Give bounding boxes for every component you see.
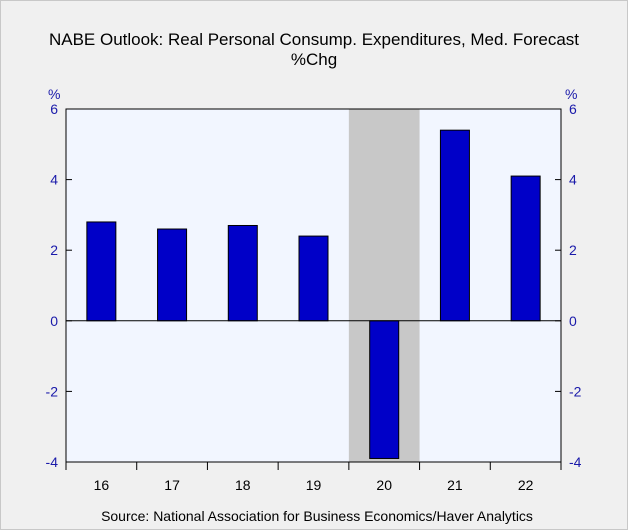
y-unit-left: % [48, 86, 60, 102]
y-tick-left-label: 6 [50, 101, 58, 117]
y-tick-right-label: 0 [569, 313, 577, 329]
x-tick-label-22: 22 [518, 477, 534, 493]
bar-21 [439, 129, 470, 322]
bar-22 [510, 175, 541, 322]
y-tick-left-label: -4 [46, 454, 59, 470]
y-tick-right-label: 2 [569, 242, 577, 258]
x-tick-label-16: 16 [94, 477, 110, 493]
bar-19 [298, 235, 329, 322]
bar-17 [157, 228, 188, 322]
x-tick-label-21: 21 [447, 477, 463, 493]
bar-18 [227, 224, 258, 322]
chart-subtitle: %Chg [290, 50, 338, 69]
x-axis: 16 17 18 19 20 21 22 [65, 462, 562, 493]
x-tick-label-19: 19 [306, 477, 322, 493]
bar-16 [86, 221, 117, 322]
y-tick-left-label: -2 [46, 383, 59, 399]
y-axis-left: -4 -2 0 2 4 6 [46, 101, 72, 470]
y-tick-right-label: 4 [569, 172, 577, 188]
y-tick-right-label: 6 [569, 101, 577, 117]
y-tick-left-label: 0 [50, 313, 58, 329]
chart-title: NABE Outlook: Real Personal Consump. Exp… [48, 30, 580, 49]
y-tick-left-label: 2 [50, 242, 58, 258]
x-tick-label-17: 17 [164, 477, 180, 493]
y-unit-right: % [565, 86, 577, 102]
y-tick-right-label: -4 [569, 454, 582, 470]
x-tick-label-20: 20 [376, 477, 392, 493]
y-tick-right-label: -2 [569, 383, 582, 399]
source-note: Source: National Association for Busines… [101, 508, 533, 524]
plot-border [65, 108, 562, 463]
chart-title-block: NABE Outlook: Real Personal Consump. Exp… [0, 30, 628, 70]
y-axis-right: -4 -2 0 2 4 6 [555, 101, 582, 470]
y-tick-left-label: 4 [50, 172, 58, 188]
bar-20 [369, 320, 400, 459]
x-tick-label-18: 18 [235, 477, 251, 493]
bars-group [86, 129, 541, 459]
